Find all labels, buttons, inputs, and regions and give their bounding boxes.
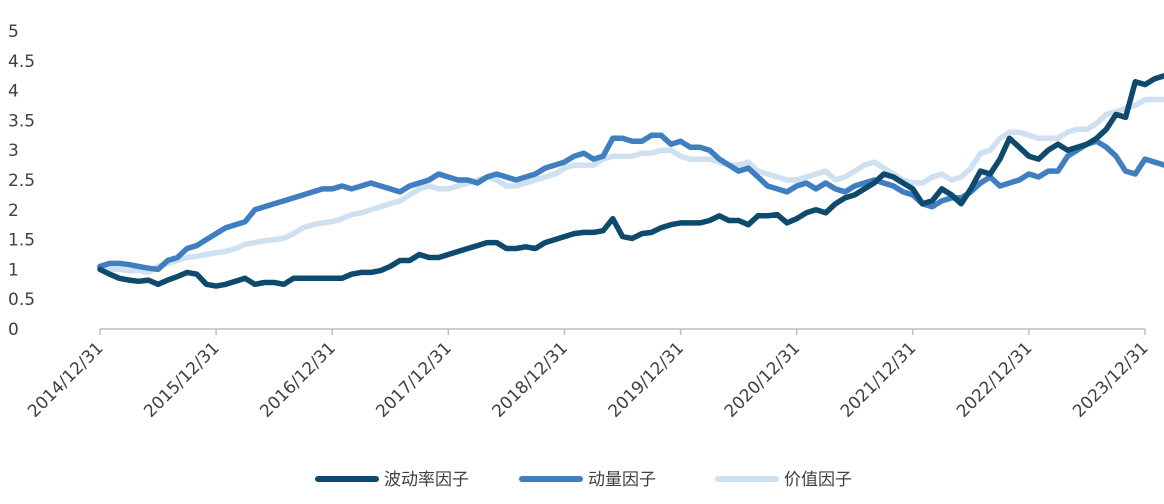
- x-tick-label: 2019/12/31: [605, 338, 688, 421]
- y-tick-label: 1: [8, 260, 19, 280]
- series-line-2: [97, 96, 1164, 276]
- y-tick-label: 3: [8, 141, 19, 161]
- y-tick-labels: 0 0.5 1 1.5 2 2.5 3 3.5 4 4.5 5: [8, 22, 35, 340]
- series-line-0: [97, 72, 1164, 289]
- x-tick-label: 2017/12/31: [372, 338, 455, 421]
- y-tick-label: 0: [8, 320, 19, 340]
- y-tick-label: 4.5: [8, 52, 35, 72]
- y-tick-label: 5: [8, 22, 19, 42]
- y-tick-label: 3.5: [8, 111, 35, 131]
- legend-label: 价值因子: [784, 470, 852, 490]
- series-lines: [97, 72, 1164, 289]
- legend: 波动率因子 动量因子 价值因子: [315, 470, 852, 490]
- series-line-1: [97, 132, 1164, 273]
- y-tick-label: 0.5: [8, 290, 35, 310]
- x-tick-label: 2014/12/31: [24, 338, 107, 421]
- axes: [99, 328, 1146, 335]
- legend-label: 波动率因子: [384, 470, 469, 490]
- x-tick-label: 2022/12/31: [953, 338, 1036, 421]
- x-tick-label: 2018/12/31: [489, 338, 572, 421]
- y-tick-label: 2: [8, 201, 19, 221]
- y-tick-label: 4: [8, 82, 19, 102]
- x-tick-labels: 2014/12/31 2015/12/31 2016/12/31 2017/12/31…: [24, 338, 1152, 421]
- x-tick-label: 2023/12/31: [1069, 338, 1152, 421]
- y-tick-label: 1.5: [8, 231, 35, 251]
- x-tick-label: 2016/12/31: [256, 338, 339, 421]
- legend-label: 动量因子: [588, 470, 656, 490]
- x-tick-label: 2021/12/31: [837, 338, 920, 421]
- x-tick-label: 2020/12/31: [721, 338, 804, 421]
- y-tick-label: 2.5: [8, 171, 35, 191]
- x-tick-label: 2015/12/31: [140, 338, 223, 421]
